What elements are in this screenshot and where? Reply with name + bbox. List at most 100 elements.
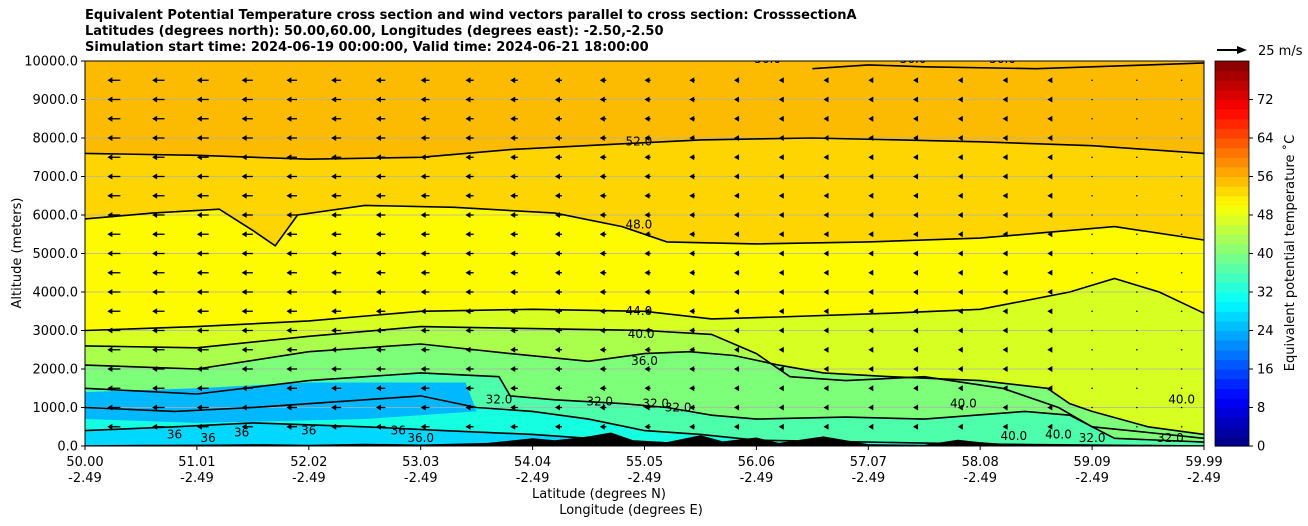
wind-vector-head — [420, 135, 426, 141]
wind-vector-head — [599, 192, 605, 199]
wind-vector-head — [420, 385, 426, 392]
wind-vector-head — [1047, 269, 1053, 276]
wind-vector — [1091, 368, 1093, 370]
wind-vector-head — [1002, 269, 1008, 276]
wind-vector-head — [1002, 289, 1008, 295]
wind-vector-head — [554, 404, 560, 411]
wind-vector — [1136, 291, 1138, 293]
wind-vector-head — [510, 269, 516, 276]
wind-vector-head — [689, 385, 695, 392]
wind-vector-head — [420, 96, 426, 103]
wind-vector-head — [778, 192, 784, 199]
wind-vector-head — [913, 289, 919, 295]
wind-vector-head — [644, 346, 650, 353]
wind-vector-head — [644, 231, 650, 238]
wind-vector-head — [957, 231, 963, 238]
colorbar-segment — [1215, 263, 1249, 274]
wind-vector-head — [196, 346, 202, 353]
colorbar-segment — [1215, 340, 1249, 351]
y-tick-label: 4000.0 — [33, 286, 79, 301]
wind-vector-head — [644, 135, 650, 141]
wind-vector-head — [734, 423, 740, 430]
wind-vector-head — [1047, 231, 1053, 238]
wind-vector-head — [107, 173, 113, 180]
y-tick-label: 1000.0 — [33, 401, 79, 416]
wind-vector-head — [420, 77, 426, 84]
wind-vector-head — [689, 173, 695, 180]
wind-vector-head — [868, 289, 874, 295]
wind-vector-head — [1002, 192, 1008, 199]
wind-vector-head — [286, 231, 292, 238]
wind-vector-head — [957, 308, 963, 315]
x-tick-label-longitude: -2.49 — [180, 471, 214, 486]
contour-line-48 — [85, 204, 1204, 247]
wind-vector — [1091, 310, 1093, 313]
wind-vector — [1136, 425, 1138, 428]
wind-vector — [1136, 252, 1138, 255]
wind-vector-head — [913, 154, 919, 161]
wind-vector — [1091, 137, 1093, 139]
wind-vector-head — [1002, 346, 1008, 353]
wind-vector-head — [1047, 423, 1053, 430]
wind-vector-head — [465, 173, 471, 180]
x-axis-label-longitude: Longitude (degrees E) — [559, 503, 703, 518]
wind-vector-head — [689, 308, 695, 315]
wind-vector — [1091, 175, 1093, 178]
colorbar-segment — [1215, 359, 1249, 370]
colorbar-segment — [1215, 61, 1249, 72]
wind-vector-head — [778, 366, 784, 372]
wind-vector-head — [196, 366, 202, 372]
wind-vector-head — [689, 423, 695, 430]
wind-vector-head — [868, 212, 874, 218]
wind-vector-head — [241, 308, 247, 315]
wind-vector-head — [196, 423, 202, 430]
wind-vector-head — [465, 404, 471, 411]
wind-vector-head — [510, 327, 516, 334]
wind-vector-head — [196, 154, 202, 161]
wind-vector-head — [868, 77, 874, 84]
wind-vector — [1136, 271, 1138, 274]
colorbar-tick-label: 16 — [1257, 363, 1274, 378]
wind-vector — [1136, 214, 1138, 216]
wind-vector-head — [152, 327, 158, 334]
contour-label: 44.0 — [626, 304, 653, 318]
wind-vector-head — [286, 192, 292, 199]
wind-vector-head — [644, 327, 650, 334]
wind-vector — [1136, 348, 1138, 351]
wind-vector-head — [868, 135, 874, 141]
wind-vector — [1091, 194, 1093, 197]
wind-vector-head — [644, 250, 650, 257]
wind-vector-head — [241, 96, 247, 103]
contour-label: 56.0 — [754, 52, 781, 66]
colorbar-segment — [1215, 282, 1249, 293]
wind-vector-head — [554, 250, 560, 257]
colorbar-segment — [1215, 128, 1249, 139]
wind-vector-head — [554, 346, 560, 353]
colorbar-tick-label: 56 — [1257, 170, 1274, 185]
wind-vector — [1180, 79, 1183, 82]
colorbar-tick-label: 40 — [1257, 247, 1274, 262]
wind-vector-head — [868, 115, 874, 122]
wind-vector — [1091, 271, 1093, 274]
wind-vector-head — [689, 404, 695, 411]
wind-vector-head — [286, 289, 292, 295]
wind-vector-head — [1002, 404, 1008, 411]
contour-label: 32.0 — [665, 400, 692, 414]
wind-vector-head — [286, 115, 292, 122]
wind-vector-head — [778, 404, 784, 411]
wind-vector-head — [599, 96, 605, 103]
wind-vector-head — [331, 269, 337, 276]
wind-vector-head — [778, 327, 784, 334]
wind-vector-head — [107, 366, 113, 372]
wind-vector-head — [689, 135, 695, 141]
wind-vector-head — [241, 77, 247, 84]
wind-vector-head — [913, 212, 919, 218]
wind-vector-head — [286, 269, 292, 276]
wind-vector-head — [913, 423, 919, 430]
wind-vector-head — [913, 96, 919, 103]
contour-line-56 — [812, 62, 1204, 70]
wind-vector-head — [196, 404, 202, 411]
wind-vector-head — [375, 231, 381, 238]
wind-vector — [1136, 156, 1138, 159]
contour-label: 32.0 — [1157, 431, 1184, 445]
